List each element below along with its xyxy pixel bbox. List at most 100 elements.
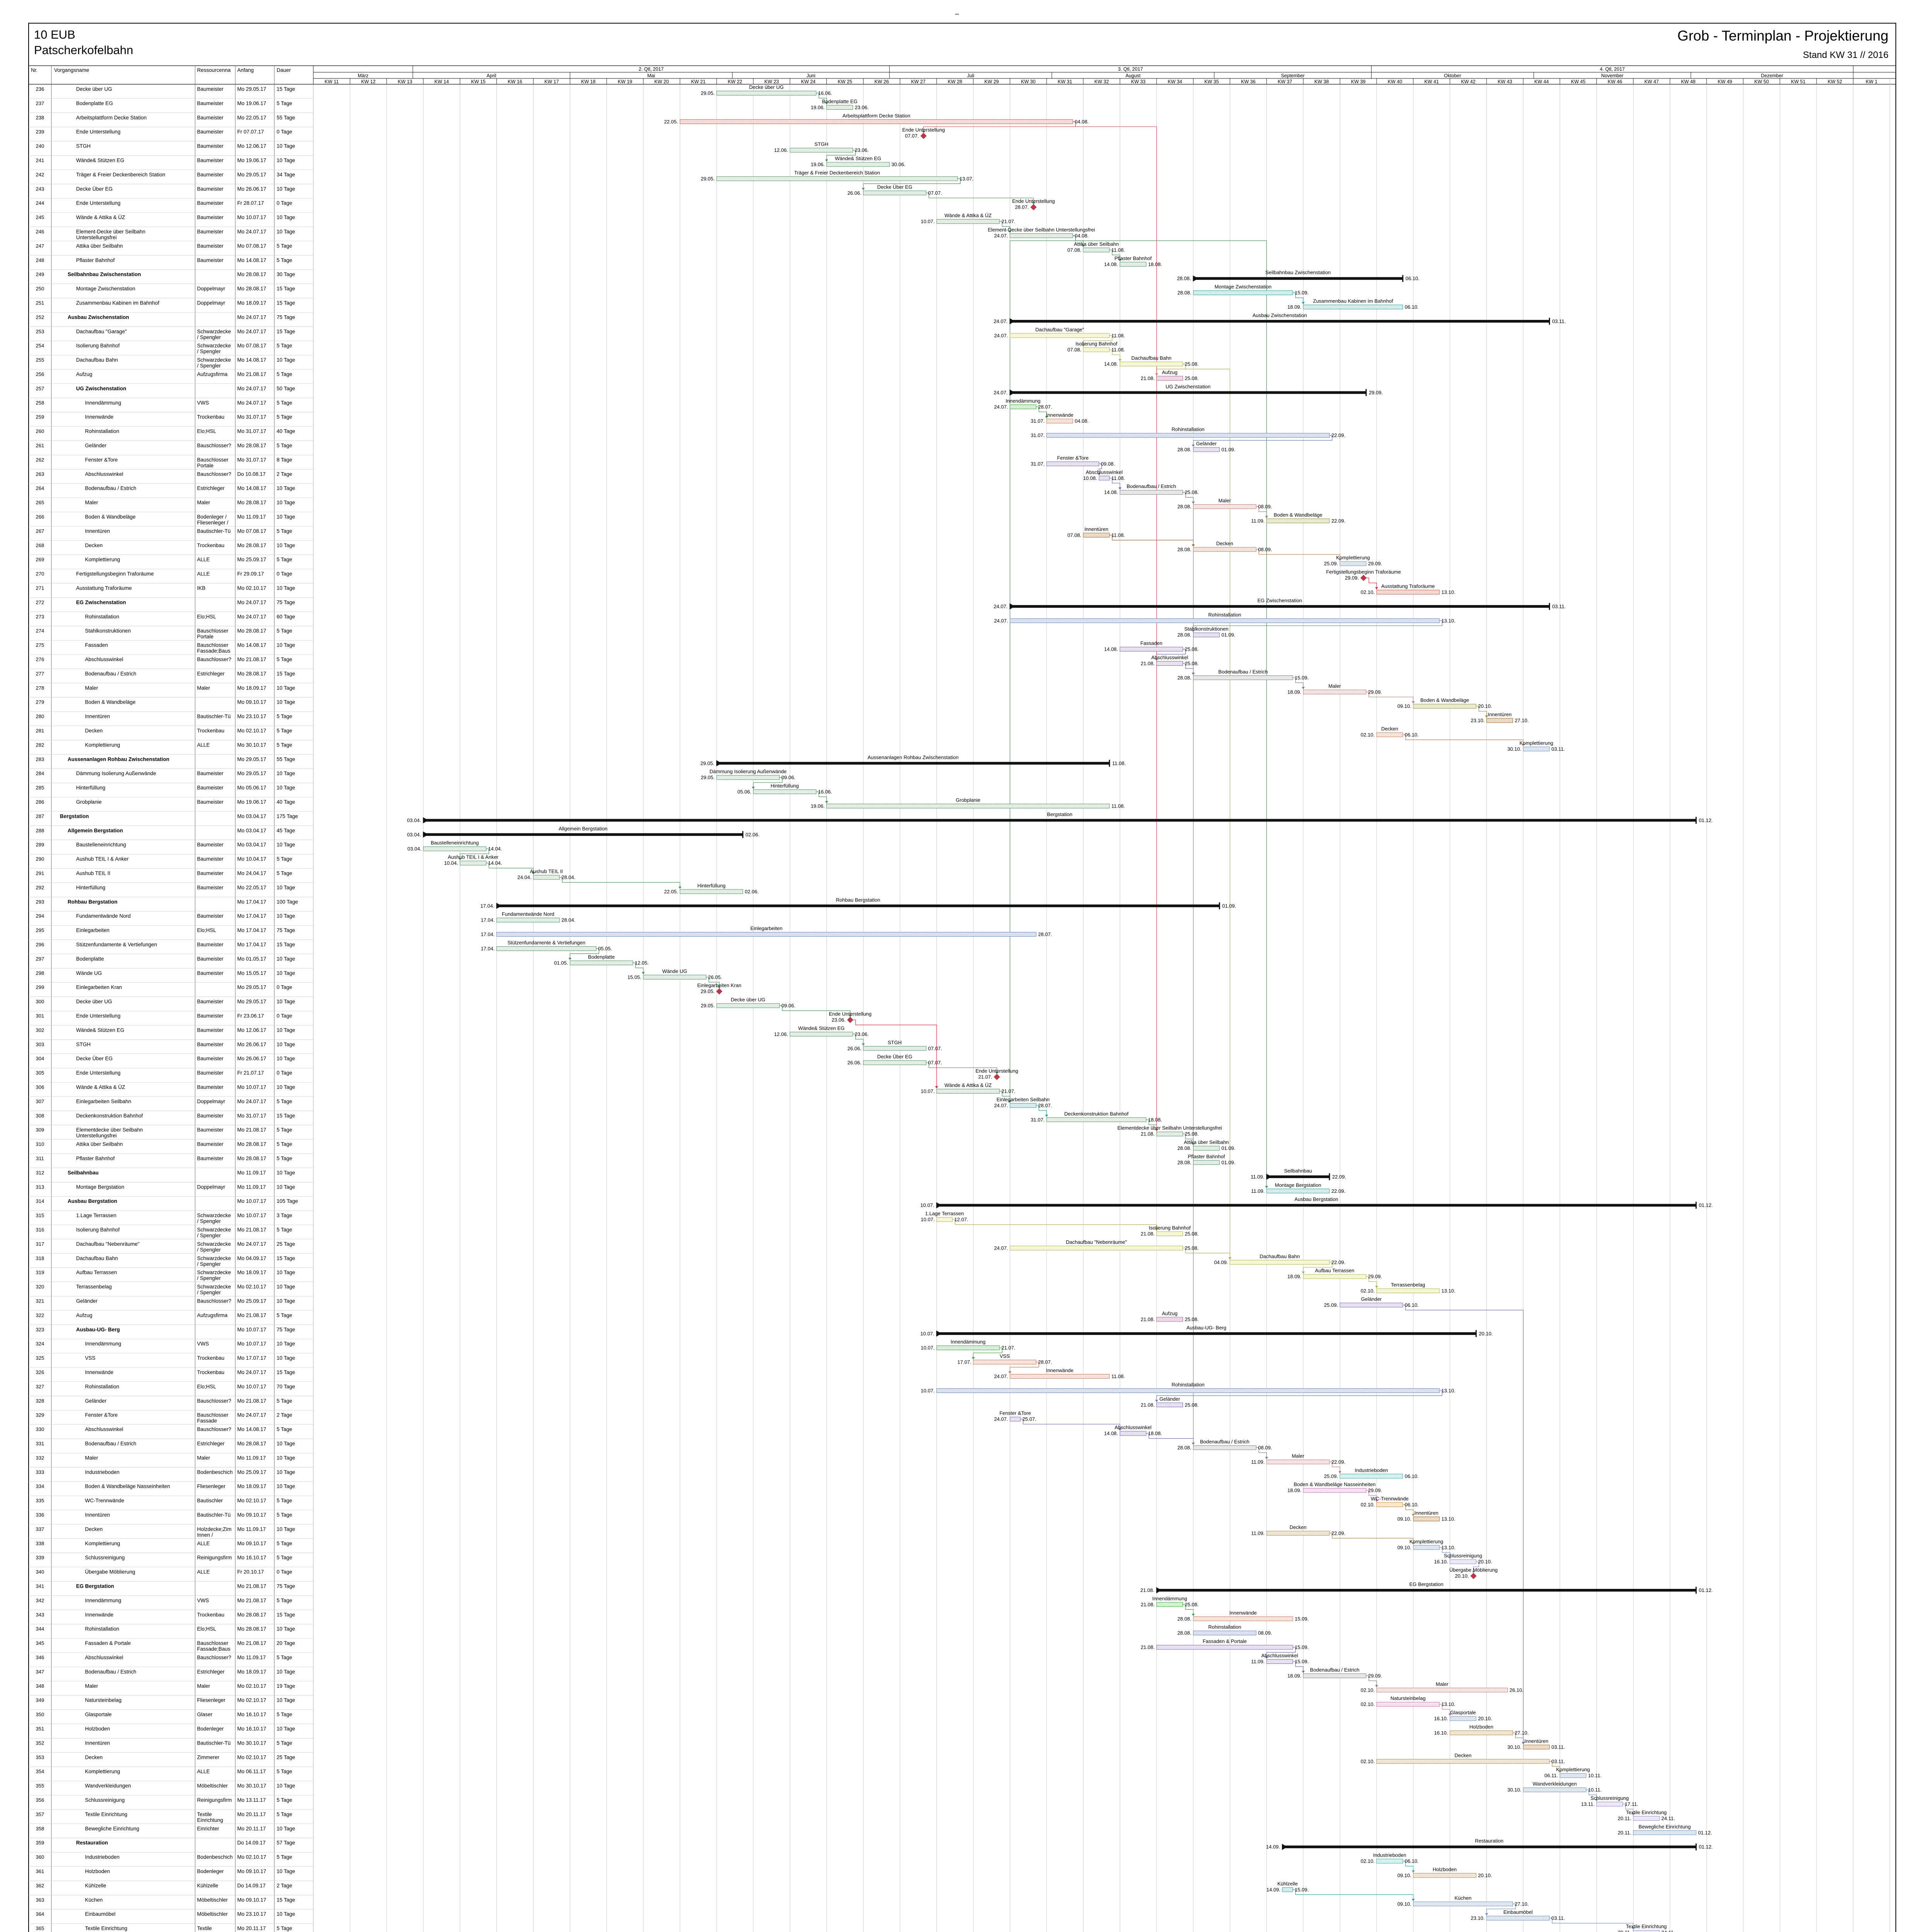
bar-start-date: 28.08. [1177,1445,1191,1451]
table-row: 362 Kühlzelle Kühlzelle Do 14.09.17 2 Tage [36,1883,292,1888]
task-nr: 339 [36,1555,44,1561]
task-duration: 0 Tage [277,571,292,577]
table-row: 299 Einlegarbeiten Kran Mo 29.05.17 0 Tage [36,985,292,990]
table-row: 253 Dachaufbau "Garage" Schwarzdecke/ Spen… [36,328,295,340]
bar-start-date: 14.08. [1104,490,1118,495]
task-bar [680,119,1073,124]
bar-end-date: 22.09. [1331,1459,1345,1465]
table-row: 356 Schlussreinigung Reinigungsfirm Mo 13.1… [36,1797,292,1803]
task-name: Decken [85,543,103,548]
bar-name-label: Ausbau Zwischenstation [1253,312,1307,318]
bar-start-date: 26.06. [847,1060,861,1066]
task-name: Innentüren [85,714,110,719]
week-label: KW 33 [1131,79,1146,85]
link-line [1183,492,1194,1445]
bar-end-date: 29.09. [1368,1274,1382,1279]
task-name: STGH [76,143,91,149]
bar-start-date: 24.07. [994,1416,1008,1422]
task-start: Mo 10.07.17 [237,1198,266,1204]
task-resource: Schwarzdecke [197,1284,231,1290]
task-bar [1376,732,1403,737]
link-line [1109,349,1120,362]
bar-name-label: Dämmung Isolierung Außenwände [710,769,787,774]
summary-end-cap [1695,816,1697,824]
task-duration: 5 Tage [277,1925,292,1931]
task-start: Mo 10.07.17 [237,1384,266,1389]
task-start: Mo 24.07.17 [237,229,266,235]
task-nr: 333 [36,1469,44,1475]
task-bar [1010,233,1073,238]
summary-end-cap [1109,760,1110,767]
task-duration: 55 Tage [277,756,295,762]
milestone-date: 07.07. [905,133,919,139]
task-nr: 259 [36,414,44,420]
task-start: Mo 28.08.17 [237,1156,266,1162]
task-nr: 255 [36,357,44,363]
task-resource: Einrichter [197,1826,219,1832]
bar-start-date: 24.07. [994,1245,1008,1251]
task-name: Ausstattung Traforäume [76,585,132,591]
bar-start-date: 11.09. [1251,518,1265,524]
task-bar [496,946,597,951]
task-duration: 10 Tage [277,1027,295,1033]
table-row: 259 Innenwände Trockenbau Mo 31.07.17 5 Tage [36,414,292,420]
summary-end-cap [1548,318,1550,325]
bar-end-date: 25.08. [1185,361,1198,367]
task-duration: 5 Tage [277,1156,292,1162]
task-start: Fr 29.09.17 [237,571,264,577]
task-start: Mo 14.08.17 [237,257,266,263]
week-label: KW 49 [1718,79,1732,85]
task-name: Dachaufbau Bahn [76,357,118,363]
bar-end-date: 01.12. [1699,1202,1713,1208]
task-duration: 2 Tage [277,1883,292,1888]
task-resource: Fliesenleger [197,1483,226,1489]
link-line [632,963,644,975]
bar-start-date: 10.07. [920,1202,934,1208]
page-title-line2: Patscherkofelbahn [34,43,133,57]
task-bar [863,1060,926,1065]
task-resource: Baumeister [197,257,224,263]
gantt-row: Dachaufbau "Nebenräume"24.07. 25.08. [994,1239,1199,1251]
bar-end-date: 03.11. [1551,1744,1565,1750]
bar-name-label: Innendämmung [1006,398,1040,404]
task-resource: Aufzugsfirma [197,1312,228,1318]
task-start: Mo 26.06.17 [237,186,266,192]
task-nr: 269 [36,557,44,563]
task-duration: 10 Tage [277,1626,295,1632]
task-start: Mo 19.06.17 [237,158,266,163]
task-duration: 10 Tage [277,970,295,976]
bar-name-label: Wände & Attika & ÜZ [945,213,992,218]
link-line [1098,463,1102,476]
table-row: 298 Wände UG Baumeister Mo 15.05.17 10 Tage [36,970,295,976]
task-nr: 272 [36,599,44,605]
task-start: Mo 21.08.17 [237,1227,266,1233]
task-bar [1450,1559,1477,1564]
task-bar [1413,1873,1477,1878]
task-name: Geländer [85,1398,107,1404]
col-header-duration: Dauer [277,67,291,73]
task-duration: 10 Tage [277,1783,295,1789]
bar-start-date: 10.08. [1083,475,1097,481]
task-start: Mo 02.10.17 [237,1284,266,1290]
task-nr: 341 [36,1583,44,1589]
task-duration: 10 Tage [277,1341,295,1347]
task-start: Mo 09.10.17 [237,1541,266,1546]
task-nr: 361 [36,1869,44,1874]
task-bar [863,190,926,196]
bar-name-label: Komplettierung [1409,1539,1443,1544]
task-nr: 254 [36,343,44,349]
bar-start-date: 24.07. [994,404,1008,410]
task-start: Mo 14.08.17 [237,357,266,363]
